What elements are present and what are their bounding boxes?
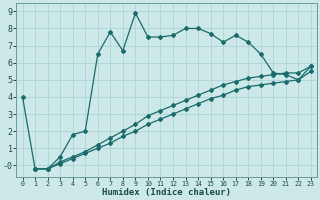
X-axis label: Humidex (Indice chaleur): Humidex (Indice chaleur): [102, 188, 231, 197]
